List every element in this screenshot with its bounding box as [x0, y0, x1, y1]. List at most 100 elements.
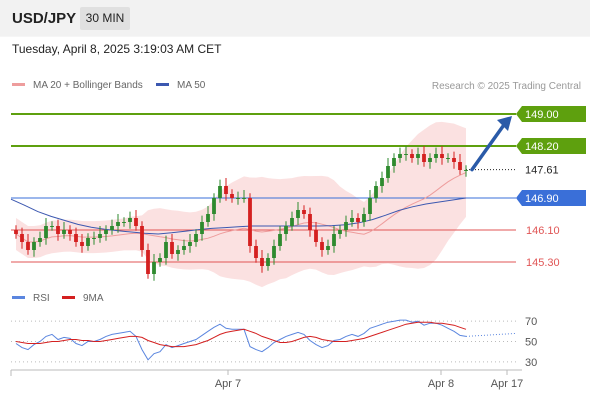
- candle-body: [32, 242, 36, 250]
- candle-body: [356, 218, 360, 222]
- candle-body: [182, 246, 186, 250]
- candle: [68, 225, 72, 241]
- rsi-9ma-line: [15, 321, 467, 348]
- candle: [374, 181, 378, 203]
- candle: [266, 253, 270, 271]
- legend-bollinger: MA 20 + Bollinger Bands: [12, 80, 143, 91]
- resistance-level-label: 148.20: [525, 141, 559, 153]
- rsi-chart: 70 50 30: [11, 316, 537, 369]
- candle-body: [164, 242, 168, 258]
- candle: [410, 149, 414, 163]
- candle: [188, 234, 192, 253]
- candle: [206, 206, 210, 227]
- candle-body: [392, 158, 396, 166]
- candle: [260, 250, 264, 273]
- forecast-arrow-head: [497, 116, 512, 131]
- bollinger-swatch: [12, 82, 25, 86]
- candle-body: [314, 230, 318, 242]
- candle: [386, 158, 390, 183]
- x-tick-label: Apr 17: [491, 378, 523, 390]
- candle: [182, 239, 186, 255]
- candle-body: [44, 226, 48, 238]
- candle-body: [146, 250, 150, 274]
- candle-body: [116, 222, 120, 226]
- legend-ma50-label: MA 50: [177, 80, 206, 91]
- candle-body: [440, 154, 444, 158]
- candle: [38, 231, 42, 247]
- candle-body: [386, 166, 390, 178]
- candle-body: [134, 218, 138, 226]
- candle: [368, 190, 372, 221]
- timeframe-button[interactable]: 30 MIN: [80, 7, 130, 30]
- candle-body: [422, 154, 426, 162]
- candle: [20, 227, 24, 249]
- legend-9ma-label: 9MA: [83, 293, 104, 304]
- candle-body: [38, 238, 42, 242]
- candle-body: [428, 158, 432, 162]
- candle-body: [368, 198, 372, 214]
- candle-body: [110, 226, 114, 230]
- candle-body: [224, 186, 228, 194]
- candle: [134, 210, 138, 231]
- candle: [230, 189, 234, 203]
- pivot-tag-shape: [516, 190, 586, 206]
- resistance-level-label: 149.00: [525, 109, 559, 121]
- candle: [110, 219, 114, 235]
- candle: [104, 225, 108, 241]
- candle: [326, 239, 330, 255]
- forecast-arrow: [470, 116, 512, 172]
- candle-body: [458, 162, 462, 170]
- ma50-swatch: [156, 82, 169, 86]
- candle: [146, 243, 150, 279]
- price-levels: [11, 113, 516, 263]
- candle: [380, 171, 384, 193]
- legend-ma50: MA 50: [156, 80, 205, 91]
- candle-body: [26, 242, 30, 250]
- candle-body: [254, 246, 258, 258]
- candle-body: [284, 226, 288, 234]
- candle: [404, 146, 408, 161]
- candle: [224, 178, 228, 201]
- candle: [86, 233, 90, 251]
- candle: [158, 253, 162, 267]
- current-level-label: 147.61: [525, 165, 559, 177]
- candle-body: [92, 238, 96, 239]
- candle-body: [128, 218, 132, 222]
- candle-body: [20, 234, 24, 242]
- candle: [422, 146, 426, 167]
- candle: [218, 179, 222, 203]
- candle: [140, 221, 144, 257]
- candle: [272, 239, 276, 265]
- candle: [350, 210, 354, 227]
- candle-body: [170, 242, 174, 254]
- candle-body: [122, 222, 126, 223]
- candle-body: [188, 242, 192, 246]
- candle: [398, 147, 402, 163]
- candle-body: [404, 154, 408, 155]
- ma9-swatch: [62, 295, 75, 299]
- candle-body: [14, 230, 18, 234]
- candle: [458, 154, 462, 175]
- pivot-level-label: 146.90: [525, 193, 559, 205]
- candle-body: [278, 234, 282, 246]
- candle-body: [152, 262, 156, 274]
- candle-body: [80, 242, 84, 246]
- candle: [236, 191, 240, 205]
- current-tag-shape: [515, 161, 587, 179]
- resistance-level-tag: 148.20: [516, 138, 586, 154]
- symbol-title[interactable]: USD/JPY: [12, 10, 77, 27]
- candle-body: [362, 214, 366, 222]
- candle-body: [104, 230, 108, 234]
- rsi-tick-label: 70: [525, 316, 537, 328]
- candle-body: [326, 246, 330, 250]
- candle: [344, 215, 348, 237]
- rsi-swatch: [12, 295, 25, 299]
- candle-body: [56, 226, 60, 234]
- candle: [50, 221, 54, 231]
- candle: [332, 226, 336, 253]
- candle: [248, 193, 252, 253]
- candle-body: [344, 222, 348, 230]
- candle: [44, 218, 48, 245]
- rsi-tick-label: 50: [525, 337, 537, 349]
- rsi-extension: [465, 332, 517, 337]
